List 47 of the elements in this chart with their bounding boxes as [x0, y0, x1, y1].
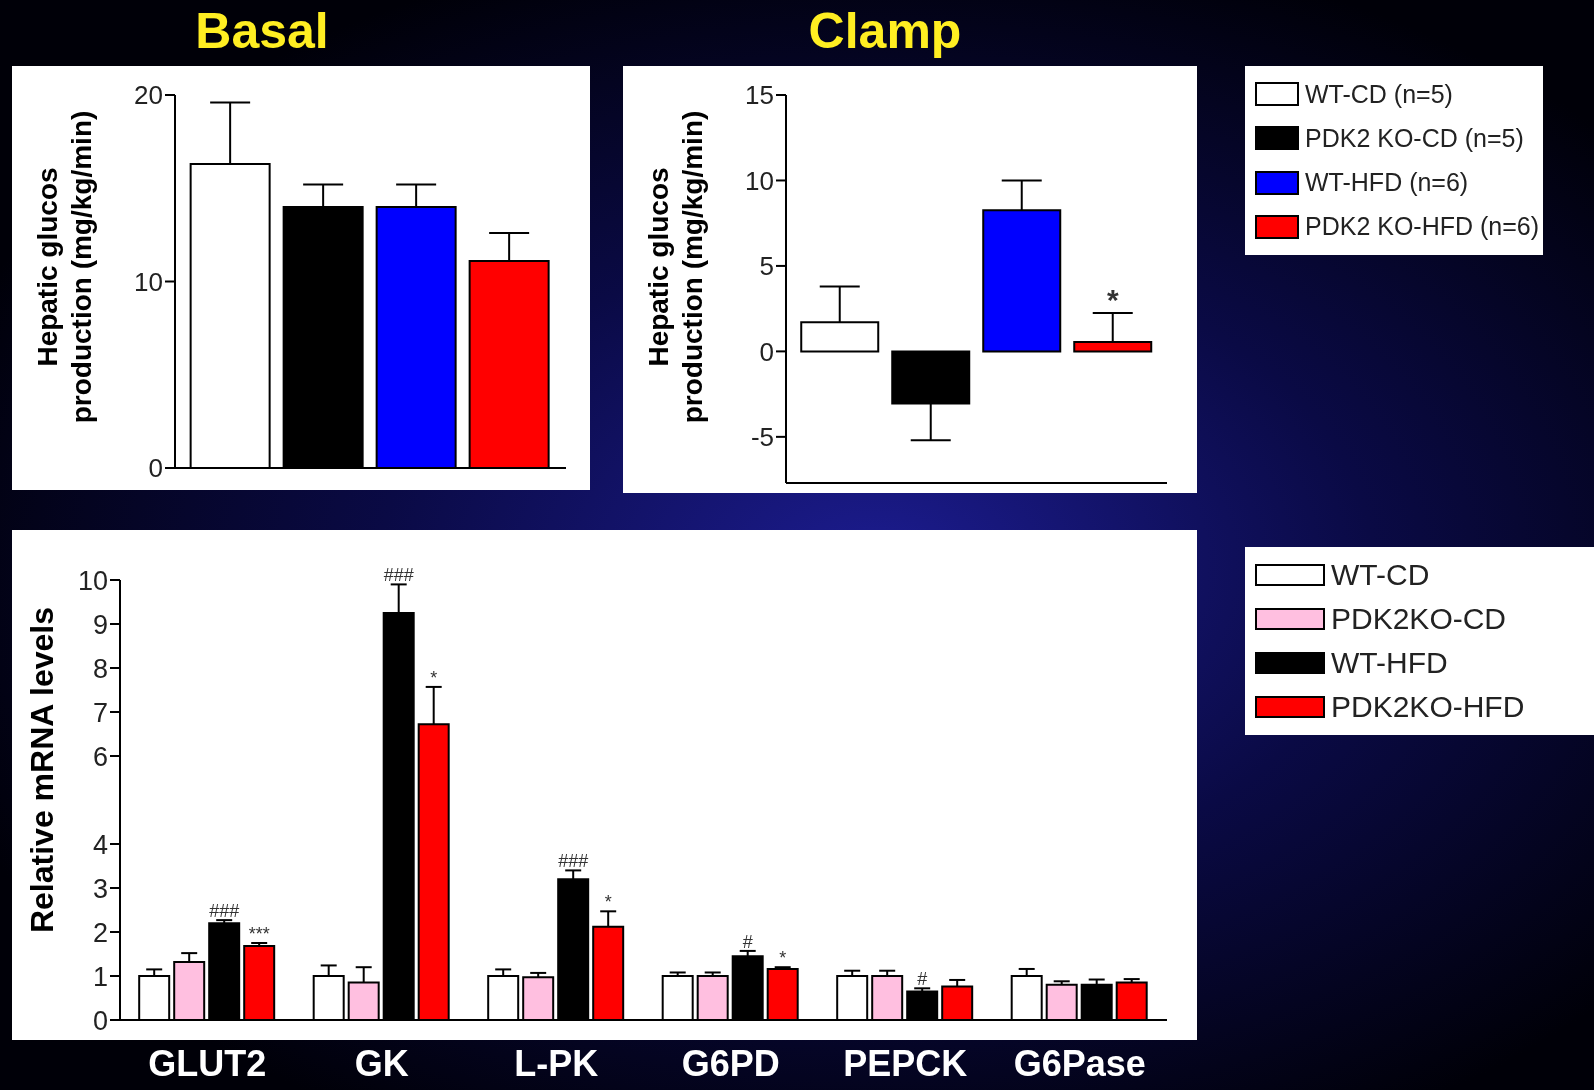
chart-title: Basal: [194, 2, 330, 60]
y-tick-label: 10: [745, 165, 774, 196]
y-axis-title: Hepatic glucos production (mg/kg/min): [642, 109, 709, 426]
legend-label: WT-CD (n=5): [1305, 79, 1453, 109]
annotation: #: [742, 931, 753, 952]
y-tick-label: 10: [134, 266, 163, 297]
y-tick-label: 5: [759, 251, 774, 282]
x-tick-label: GK: [354, 1042, 409, 1084]
y-tick-label: 0: [92, 1005, 108, 1036]
y-tick-label: 6: [92, 741, 108, 772]
annotation: ###: [383, 565, 414, 586]
annotation: ###: [558, 851, 589, 872]
y-tick-label: -5: [750, 422, 774, 453]
legend-label: PDK2 KO-HFD (n=6): [1305, 212, 1540, 242]
legend-label: PDK2KO-HFD: [1331, 690, 1525, 724]
y-tick-label: 8: [92, 653, 108, 684]
y-tick-label: 3: [92, 873, 108, 904]
y-axis-title: Relative mRNA levels: [23, 606, 60, 934]
x-tick-label: G6Pase: [1013, 1042, 1146, 1084]
annotation: *: [1106, 282, 1119, 316]
legend-label: WT-HFD: [1331, 646, 1448, 680]
annotation: #: [917, 969, 928, 990]
x-tick-label: L-PK: [514, 1042, 599, 1084]
x-tick-label: G6PD: [681, 1042, 780, 1084]
x-tick-label: PEPCK: [843, 1042, 968, 1084]
annotation: *: [779, 948, 787, 969]
y-tick-label: 7: [92, 697, 108, 728]
y-tick-label: 9: [92, 609, 108, 640]
annotation: *: [604, 892, 612, 913]
legend-label: PDK2KO-CD: [1331, 602, 1507, 636]
y-tick-label: 2: [92, 917, 108, 948]
y-tick-label: 0: [148, 453, 163, 484]
legend-label: PDK2 KO-CD (n=5): [1305, 123, 1524, 153]
y-tick-label: 1: [92, 961, 108, 992]
legend-label: WT-HFD (n=6): [1305, 168, 1469, 198]
x-tick-label: GLUT2: [148, 1042, 267, 1084]
legend-label: WT-CD: [1331, 558, 1430, 592]
chart-title: Clamp: [807, 2, 963, 60]
annotation: ***: [248, 924, 270, 944]
y-tick-label: 20: [134, 80, 163, 111]
annotation: ###: [209, 901, 240, 922]
annotation: *: [430, 667, 438, 688]
y-tick-label: 4: [92, 829, 108, 860]
y-tick-label: 0: [759, 336, 774, 367]
y-tick-label: 10: [77, 565, 108, 596]
y-tick-label: 15: [745, 80, 774, 111]
y-axis-title: Hepatic glucos production (mg/kg/min): [31, 109, 98, 426]
